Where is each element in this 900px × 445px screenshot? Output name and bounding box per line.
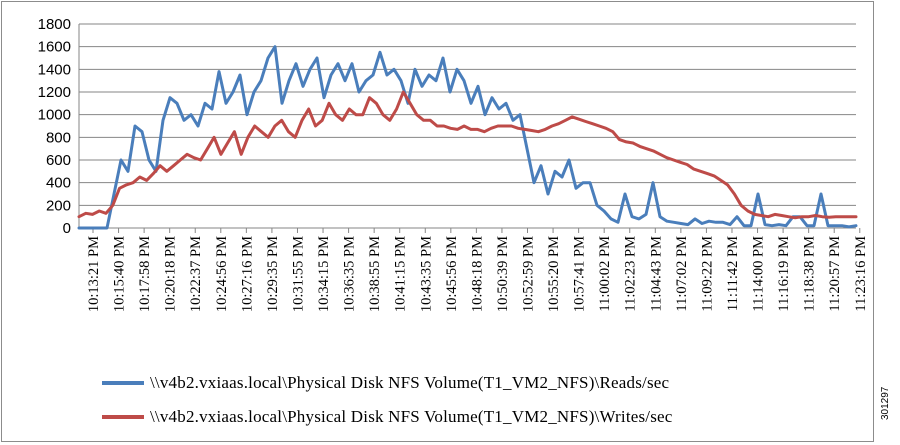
x-tick-label: 11:14:00 PM — [751, 236, 767, 312]
series-line-writes — [77, 90, 858, 220]
x-tick-label: 11:09:22 PM — [699, 236, 715, 312]
legend-swatch-writes — [102, 415, 144, 419]
y-tick-label: 1800 — [38, 16, 71, 33]
x-tick-label: 11:02:23 PM — [623, 236, 639, 312]
y-tick-label: 1200 — [38, 84, 71, 101]
x-tick-label: 10:36:35 PM — [342, 236, 358, 312]
x-tick-label: 10:29:35 PM — [265, 236, 281, 312]
x-tick-label: 11:04:43 PM — [648, 236, 664, 312]
series-line-reads — [77, 45, 858, 230]
x-tick-label: 10:55:20 PM — [546, 236, 562, 312]
legend-item-writes: \\v4b2.vxiaas.local\Physical Disk NFS Vo… — [102, 407, 673, 427]
x-tick-label: 10:52:59 PM — [521, 236, 537, 312]
x-tick-label: 10:34:15 PM — [316, 236, 332, 312]
y-tick-label: 200 — [46, 197, 71, 214]
x-tick-label: 10:57:41 PM — [572, 236, 588, 312]
line-chart: 0 200 400 600 800 1000 1200 1400 1600 1800 10:13:2… — [38, 16, 869, 312]
legend-item-reads: \\v4b2.vxiaas.local\Physical Disk NFS Vo… — [102, 373, 669, 393]
x-tick-label: 10:38:55 PM — [367, 236, 383, 312]
x-tick-label: 10:43:35 PM — [418, 236, 434, 312]
legend-swatch-reads — [102, 381, 144, 385]
x-tick-label: 10:50:39 PM — [495, 236, 511, 312]
y-tick-label: 1600 — [38, 39, 71, 56]
legend-label-reads: \\v4b2.vxiaas.local\Physical Disk NFS Vo… — [150, 373, 670, 392]
y-tick-label: 1400 — [38, 61, 71, 78]
x-tick-label: 11:00:02 PM — [597, 236, 613, 312]
x-tick-label: 10:27:16 PM — [239, 236, 255, 312]
x-tick-label: 10:20:18 PM — [163, 236, 179, 312]
y-tick-label: 1000 — [38, 107, 71, 124]
x-tick-label: 10:17:58 PM — [137, 236, 153, 312]
x-tick-label: 11:07:02 PM — [674, 236, 690, 312]
chart-frame: 0 200 400 600 800 1000 1200 1400 1600 1800 10:13:2… — [1, 1, 874, 442]
x-tick-label: 10:22:37 PM — [188, 236, 204, 312]
y-tick-label: 0 — [63, 220, 71, 237]
x-tick-label: 10:48:18 PM — [469, 236, 485, 312]
x-tick-label: 11:23:16 PM — [853, 236, 869, 312]
x-tick-label: 10:13:21 PM — [86, 236, 102, 312]
figure-id: 301297 — [880, 386, 891, 420]
x-tick-label: 10:31:55 PM — [290, 236, 306, 312]
y-tick-label: 400 — [46, 175, 71, 192]
x-tick-label: 10:24:56 PM — [214, 236, 230, 312]
y-tick-label: 800 — [46, 129, 71, 146]
x-tick-label: 11:20:57 PM — [827, 236, 843, 312]
legend-label-writes: \\v4b2.vxiaas.local\Physical Disk NFS Vo… — [150, 407, 673, 426]
x-tick-label: 10:45:56 PM — [444, 236, 460, 312]
x-tick-label: 10:41:15 PM — [393, 236, 409, 312]
x-tick-label: 11:16:19 PM — [776, 236, 792, 312]
x-tick-label: 11:11:42 PM — [725, 236, 741, 311]
x-tick-label: 11:18:38 PM — [802, 236, 818, 312]
y-tick-label: 600 — [46, 152, 71, 169]
x-tick-label: 10:15:40 PM — [112, 236, 128, 312]
